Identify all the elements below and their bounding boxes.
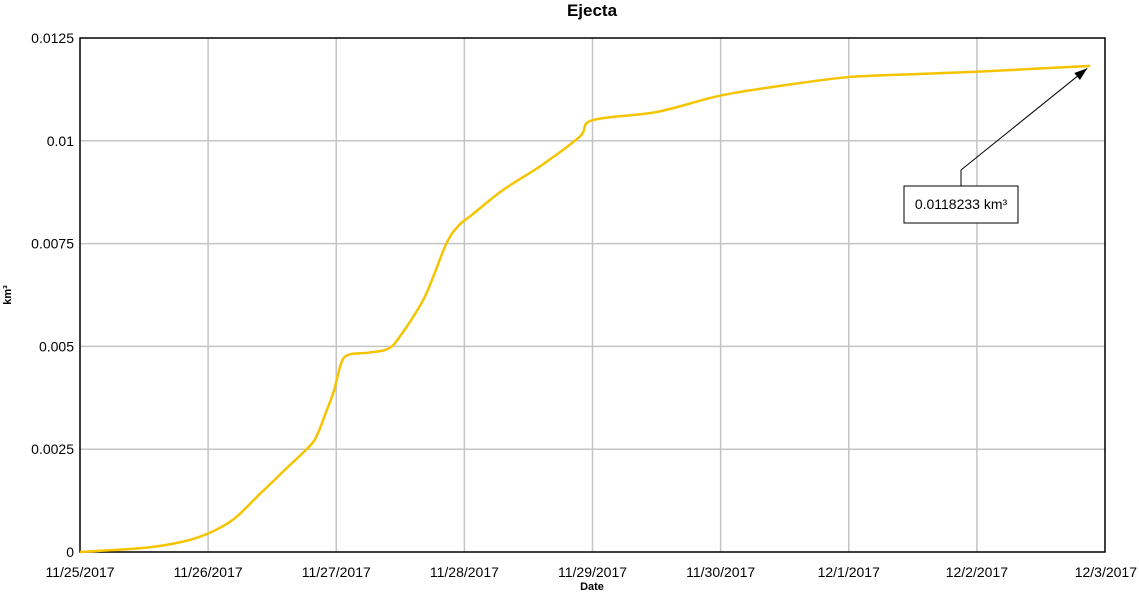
x-tick-label: 11/28/2017 bbox=[430, 564, 499, 580]
x-tick-label: 11/29/2017 bbox=[558, 564, 627, 580]
annotation-layer: 0.0118233 km³ bbox=[903, 67, 1088, 224]
x-axis-ticks: 11/25/2017 11/26/2017 11/27/2017 11/28/2017… bbox=[45, 564, 1137, 580]
annotation-box bbox=[903, 185, 1019, 224]
series-line-0 bbox=[79, 64, 1091, 554]
x-tick-label: 11/30/2017 bbox=[686, 564, 755, 580]
x-tick-label: 12/3/2017 bbox=[1075, 564, 1137, 580]
series-layer bbox=[79, 64, 1091, 554]
y-tick-label: 0.005 bbox=[39, 338, 74, 354]
y-tick-label: 0.0075 bbox=[31, 236, 74, 252]
x-tick-label: 11/27/2017 bbox=[302, 564, 371, 580]
plot-frame bbox=[79, 37, 1106, 553]
y-tick-label: 0.0125 bbox=[31, 30, 74, 46]
y-tick-label: 0 bbox=[66, 544, 74, 560]
x-tick-label: 12/1/2017 bbox=[818, 564, 880, 580]
annotation-arrowhead bbox=[1074, 68, 1088, 80]
grid bbox=[80, 38, 1105, 552]
annotation-arrow-line bbox=[960, 67, 1088, 171]
x-tick-label: 12/2/2017 bbox=[946, 564, 1008, 580]
annotation-label: 0.0118233 km³ bbox=[915, 196, 1008, 212]
x-tick-label: 11/26/2017 bbox=[174, 564, 243, 580]
y-axis-ticks: 0 0.0025 0.005 0.0075 0.01 0.0125 bbox=[31, 30, 74, 560]
y-tick-label: 0.0025 bbox=[31, 441, 74, 457]
chart-title: Ejecta bbox=[567, 1, 618, 20]
x-axis-title: Date bbox=[580, 581, 604, 593]
y-axis-title: km³ bbox=[2, 285, 14, 305]
x-tick-label: 11/25/2017 bbox=[45, 564, 114, 580]
y-tick-label: 0.01 bbox=[47, 133, 74, 149]
